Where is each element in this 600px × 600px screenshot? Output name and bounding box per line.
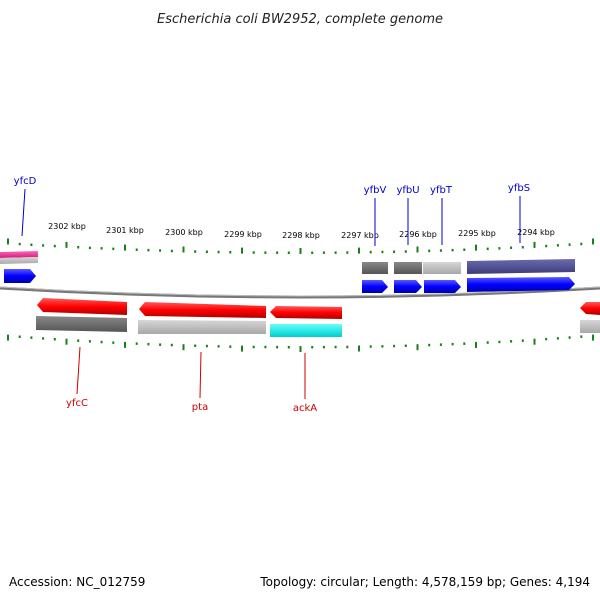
cog-bar[interactable] xyxy=(138,320,266,334)
cds-arrow-yfbT[interactable] xyxy=(424,280,461,293)
scale-label: 2302 kbp xyxy=(48,222,86,231)
gene-label-yfbU[interactable]: yfbU xyxy=(396,185,419,196)
reverse-cog-track xyxy=(36,316,600,337)
forward-cds-track xyxy=(4,269,575,293)
bottom-gene-labels: yfcC pta ackA xyxy=(66,346,317,414)
scale-ticks-top xyxy=(7,238,594,254)
scale-label: 2298 kbp xyxy=(282,231,320,240)
gene-label-pta[interactable]: pta xyxy=(192,402,208,413)
scale-ticks-bottom xyxy=(7,334,594,352)
cds-arrow-pta[interactable] xyxy=(139,302,266,318)
top-gene-labels: yfcD yfbV yfbU yfbT yfbS xyxy=(14,176,530,246)
cds-arrow-ackA[interactable] xyxy=(270,306,342,319)
scale-label: 2300 kbp xyxy=(165,228,203,237)
scale-label: 2294 kbp xyxy=(517,228,555,237)
scale-label: 2295 kbp xyxy=(458,229,496,238)
scale-label: 2296 kbp xyxy=(399,230,437,239)
genome-summary-text: Topology: circular; Length: 4,578,159 bp… xyxy=(259,575,590,589)
cog-bar[interactable] xyxy=(0,257,38,264)
cog-bar[interactable] xyxy=(362,262,388,274)
scale-label: 2301 kbp xyxy=(106,226,144,235)
gene-label-yfbV[interactable]: yfbV xyxy=(364,185,387,196)
scale-labels: 2302 kbp 2301 kbp 2300 kbp 2299 kbp 2298… xyxy=(48,222,555,240)
cds-arrow-yfbU[interactable] xyxy=(394,280,422,293)
label-leader xyxy=(199,351,202,399)
cds-arrow-yfbS[interactable] xyxy=(467,277,575,292)
scale-label: 2299 kbp xyxy=(224,230,262,239)
gene-label-yfbT[interactable]: yfbT xyxy=(430,185,453,196)
cds-arrow-yfcC[interactable] xyxy=(37,298,127,315)
forward-cog-track xyxy=(0,251,575,274)
label-leader xyxy=(21,188,26,237)
genome-backbone xyxy=(0,286,600,299)
cog-bar[interactable] xyxy=(0,251,38,258)
reverse-cds-track xyxy=(37,298,600,319)
cog-bar[interactable] xyxy=(36,316,127,332)
cds-arrow-yfbV[interactable] xyxy=(362,280,388,293)
cog-bar[interactable] xyxy=(423,262,461,274)
cds-arrow-yfcD[interactable] xyxy=(4,269,36,283)
accession-text: Accession: NC_012759 xyxy=(9,575,145,589)
gene-label-yfcD[interactable]: yfcD xyxy=(14,176,37,187)
gene-label-yfbS[interactable]: yfbS xyxy=(508,183,530,194)
cog-bar[interactable] xyxy=(394,262,422,274)
cog-bar[interactable] xyxy=(467,259,575,274)
label-leader xyxy=(76,346,81,395)
map-title: Escherichia coli BW2952, complete genome xyxy=(157,12,443,27)
gene-label-yfcC[interactable]: yfcC xyxy=(66,398,88,409)
cog-bar[interactable] xyxy=(580,320,600,333)
cds-arrow-edge[interactable] xyxy=(580,302,600,315)
gene-label-ackA[interactable]: ackA xyxy=(293,403,317,414)
scale-label: 2297 kbp xyxy=(341,231,379,240)
cog-bar[interactable] xyxy=(270,324,342,337)
